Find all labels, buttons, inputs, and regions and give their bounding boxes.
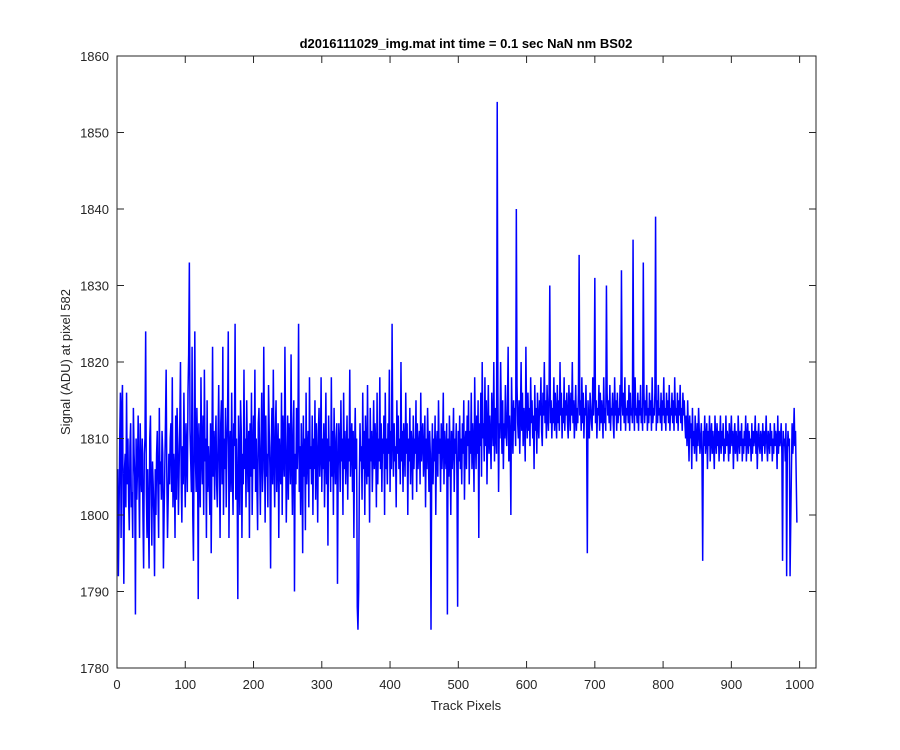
y-tick-label: 1810 <box>80 432 109 447</box>
plot-area <box>117 56 816 668</box>
y-axis-label: Signal (ADU) at pixel 582 <box>58 289 73 435</box>
y-tick-label: 1830 <box>80 279 109 294</box>
y-tick-label: 1860 <box>80 49 109 64</box>
y-axis: 1780 1790 1800 1810 1820 1830 1840 1850 1860 <box>80 49 816 676</box>
x-tick-label: 800 <box>652 677 674 692</box>
chart-title: d2016111029_img.mat int time = 0.1 sec N… <box>300 36 633 51</box>
x-axis: 0 100 200 300 400 500 600 700 800 900 1000 <box>113 56 814 692</box>
y-tick-label: 1850 <box>80 126 109 141</box>
series-line-1 <box>116 101 798 630</box>
y-tick-label: 1780 <box>80 661 109 676</box>
x-tick-label: 300 <box>311 677 333 692</box>
x-tick-label: 200 <box>243 677 265 692</box>
y-tick-label: 1790 <box>80 585 109 600</box>
x-axis-label: Track Pixels <box>431 698 502 713</box>
x-tick-label: 100 <box>174 677 196 692</box>
series-layer <box>116 101 798 630</box>
y-tick-label: 1820 <box>80 355 109 370</box>
x-tick-label: 1000 <box>785 677 814 692</box>
x-tick-label: 600 <box>516 677 538 692</box>
x-tick-label: 500 <box>447 677 469 692</box>
y-tick-label: 1800 <box>80 508 109 523</box>
x-tick-label: 900 <box>721 677 743 692</box>
x-tick-label: 700 <box>584 677 606 692</box>
x-tick-label: 0 <box>113 677 120 692</box>
y-tick-label: 1840 <box>80 202 109 217</box>
x-tick-label: 400 <box>379 677 401 692</box>
